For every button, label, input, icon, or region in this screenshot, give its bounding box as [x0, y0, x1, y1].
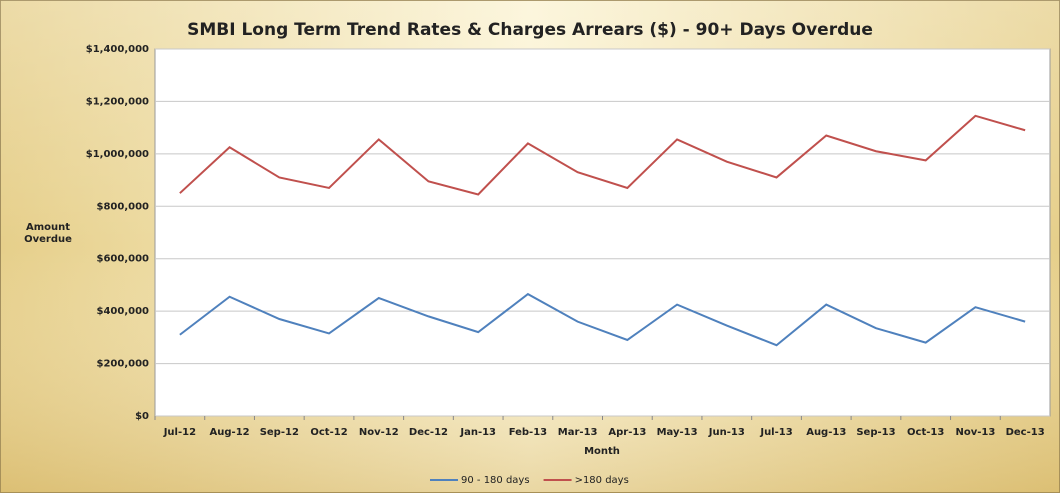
x-tick-label: Jan-13 — [459, 427, 496, 438]
y-tick-label: $1,200,000 — [86, 96, 149, 107]
x-tick-label: Dec-12 — [409, 427, 448, 438]
y-tick-label: $200,000 — [96, 359, 149, 370]
x-tick-label: Aug-12 — [210, 427, 250, 438]
x-tick-label: Jul-13 — [759, 427, 792, 438]
x-tick-label: Nov-12 — [359, 427, 399, 438]
legend-label: >180 days — [575, 475, 629, 486]
x-tick-label: Nov-13 — [956, 427, 996, 438]
y-tick-label: $1,400,000 — [86, 44, 149, 55]
x-tick-label: May-13 — [657, 427, 698, 438]
x-tick-label: Feb-13 — [509, 427, 547, 438]
y-tick-label: $0 — [135, 411, 149, 422]
y-tick-label: $400,000 — [96, 306, 149, 317]
x-tick-label: Mar-13 — [558, 427, 598, 438]
line-series — [179, 292, 1026, 347]
plot-area — [154, 48, 1051, 417]
x-tick-label: Sep-13 — [856, 427, 895, 438]
line-series — [179, 114, 1026, 196]
y-tick-label: $800,000 — [96, 201, 149, 212]
chart-title: SMBI Long Term Trend Rates & Charges Arr… — [187, 20, 873, 40]
y-axis-label: Amount Overdue — [24, 222, 72, 245]
x-tick-label: Oct-13 — [907, 427, 944, 438]
x-tick-label: Oct-12 — [310, 427, 347, 438]
x-tick-label: Jul-12 — [163, 427, 196, 438]
x-tick-label: Jun-13 — [708, 427, 745, 438]
x-tick-label: Apr-13 — [608, 427, 646, 438]
y-tick-label: $1,000,000 — [86, 149, 149, 160]
x-axis-label: Month — [584, 446, 620, 457]
x-tick-label: Dec-13 — [1006, 427, 1045, 438]
legend-label: 90 - 180 days — [461, 475, 530, 486]
x-tick-label: Aug-13 — [806, 427, 846, 438]
x-tick-label: Sep-12 — [260, 427, 299, 438]
y-tick-label: $600,000 — [96, 254, 149, 265]
